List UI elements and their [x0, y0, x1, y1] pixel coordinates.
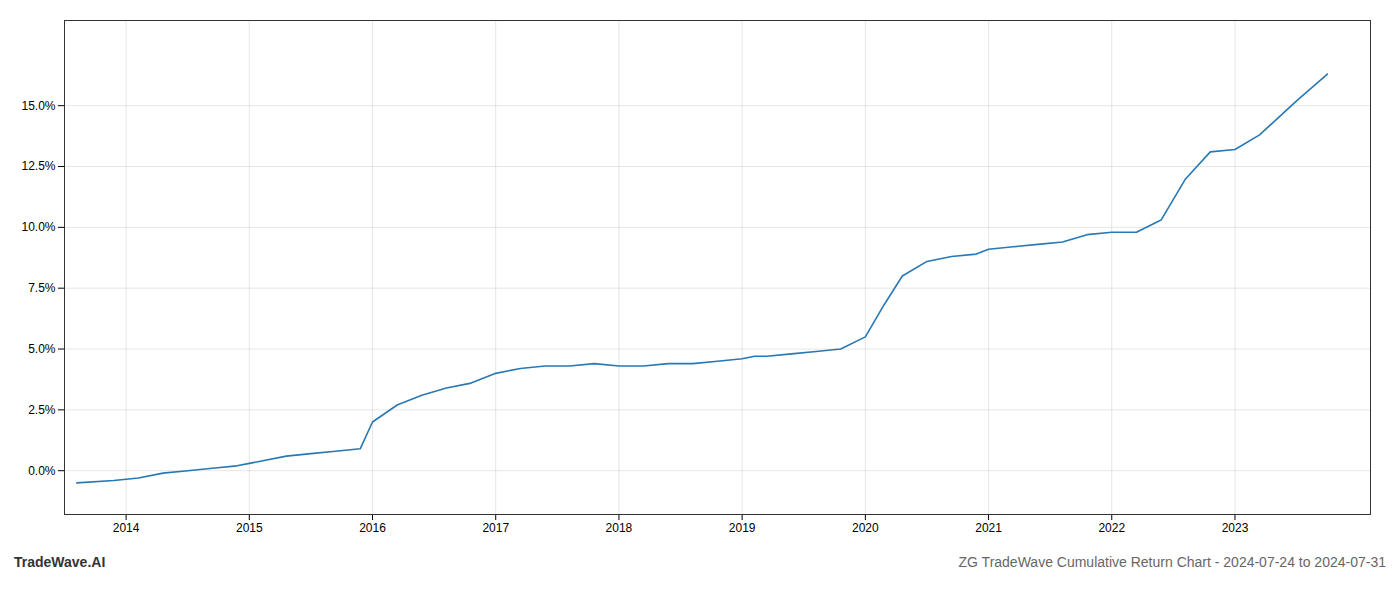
svg-text:2018: 2018 — [606, 521, 633, 535]
svg-text:12.5%: 12.5% — [21, 159, 55, 173]
svg-text:2015: 2015 — [236, 521, 263, 535]
svg-text:5.0%: 5.0% — [28, 342, 56, 356]
svg-text:15.0%: 15.0% — [21, 99, 55, 113]
svg-text:2022: 2022 — [1098, 521, 1125, 535]
html-text:ZG TradeWave Cumulative Return: ZG TradeWave Cumulative Return Chart - 2… — [958, 554, 1386, 570]
svg-text:2016: 2016 — [359, 521, 386, 535]
svg-text:2.5%: 2.5% — [28, 403, 56, 417]
svg-text:2017: 2017 — [482, 521, 509, 535]
svg-text:10.0%: 10.0% — [21, 220, 55, 234]
svg-text:2021: 2021 — [975, 521, 1002, 535]
svg-text:7.5%: 7.5% — [28, 281, 56, 295]
svg-text:0.0%: 0.0% — [28, 464, 56, 478]
svg-text:2014: 2014 — [113, 521, 140, 535]
svg-text:2019: 2019 — [729, 521, 756, 535]
html-text:TradeWave.AI: TradeWave.AI — [14, 554, 106, 570]
svg-text:2020: 2020 — [852, 521, 879, 535]
svg-text:2023: 2023 — [1222, 521, 1249, 535]
